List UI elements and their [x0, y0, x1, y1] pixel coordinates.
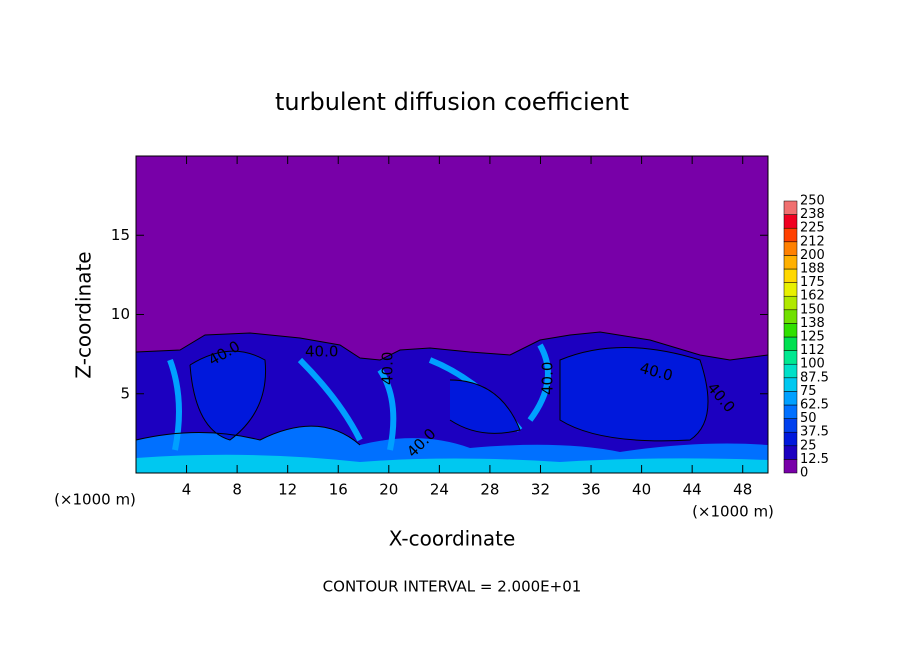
x-tick-label: 20 [379, 481, 398, 499]
colorbar-label: 238 [800, 207, 825, 222]
field [135, 156, 769, 473]
x-tick-label: 4 [182, 481, 192, 499]
colorbar-label: 100 [800, 357, 825, 372]
contour-line [135, 331, 769, 446]
x-tick-label: 24 [430, 481, 449, 499]
field-region [190, 347, 708, 441]
x-tick-label: 48 [733, 481, 752, 499]
colorbar-label: 87.5 [800, 370, 829, 385]
colorbar-label: 150 [800, 302, 825, 317]
colorbar-swatch [783, 268, 798, 283]
colorbar-label: 125 [800, 330, 825, 345]
colorbar-swatch [783, 255, 798, 270]
y-tick-label: 15 [111, 226, 130, 244]
x-tick-label: 12 [278, 481, 297, 499]
x-unit-label: (×1000 m) [692, 503, 774, 521]
colorbar-label: 75 [800, 384, 817, 399]
colorbar-swatch [783, 377, 798, 392]
x-tick-label: 8 [232, 481, 242, 499]
contour-label: 40.0 [305, 343, 338, 361]
colorbar-swatch [783, 418, 798, 433]
colorbar-label: 12.5 [800, 452, 829, 467]
colorbar-swatch [783, 336, 798, 351]
colorbar-swatch [783, 200, 798, 215]
x-axis-label: X-coordinate [389, 527, 516, 551]
y-tick-label: 10 [111, 305, 130, 323]
contour-label: 40.0 [539, 362, 557, 395]
colorbar-swatch [783, 350, 798, 365]
colorbar-label: 225 [800, 221, 825, 236]
x-tick-label: 44 [683, 481, 702, 499]
chart-title: turbulent diffusion coefficient [275, 88, 629, 116]
colorbar-swatch [783, 404, 798, 419]
colorbar-swatch [783, 323, 798, 338]
colorbar-label: 250 [800, 194, 825, 209]
y-tick-label: 5 [120, 384, 130, 402]
colorbar-label: 212 [800, 234, 825, 249]
colorbar-swatch [783, 282, 798, 297]
colorbar-label: 200 [800, 248, 825, 263]
colorbar-label: 62.5 [800, 398, 829, 413]
colorbar-label: 188 [800, 262, 825, 277]
footer: CONTOUR INTERVAL = 2.000E+01 [323, 578, 582, 596]
x-unit-label: (×1000 m) [54, 491, 136, 509]
field-region [136, 454, 768, 473]
x-tick-label: 28 [480, 481, 499, 499]
colorbar-label: 138 [800, 316, 825, 331]
colorbar-label: 175 [800, 275, 825, 290]
colorbar-label: 112 [800, 343, 825, 358]
colorbar-swatch [783, 295, 798, 311]
colorbar-swatch [783, 214, 798, 229]
contour-label: 40.0 [379, 352, 397, 385]
y-axis-label: Z-coordinate [72, 251, 96, 378]
x-tick-label: 32 [531, 481, 550, 499]
colorbar-swatch [783, 431, 798, 447]
colorbar-swatch [783, 459, 798, 474]
colorbar-label: 37.5 [800, 425, 829, 440]
colorbar-label: 0 [800, 466, 808, 481]
colorbar-swatch [783, 241, 798, 256]
colorbar-swatch [783, 309, 798, 324]
x-tick-label: 40 [632, 481, 651, 499]
colorbar-swatch [783, 391, 798, 406]
colorbar-swatch [783, 445, 798, 460]
colorbar-label: 50 [800, 411, 817, 426]
colorbar-label: 25 [800, 438, 817, 453]
x-tick-label: 36 [581, 481, 600, 499]
colorbar-swatch [783, 227, 798, 243]
x-tick-label: 16 [329, 481, 348, 499]
field-swirl [167, 343, 551, 451]
colorbar-label: 162 [800, 289, 825, 304]
colorbar-swatch [783, 363, 798, 379]
